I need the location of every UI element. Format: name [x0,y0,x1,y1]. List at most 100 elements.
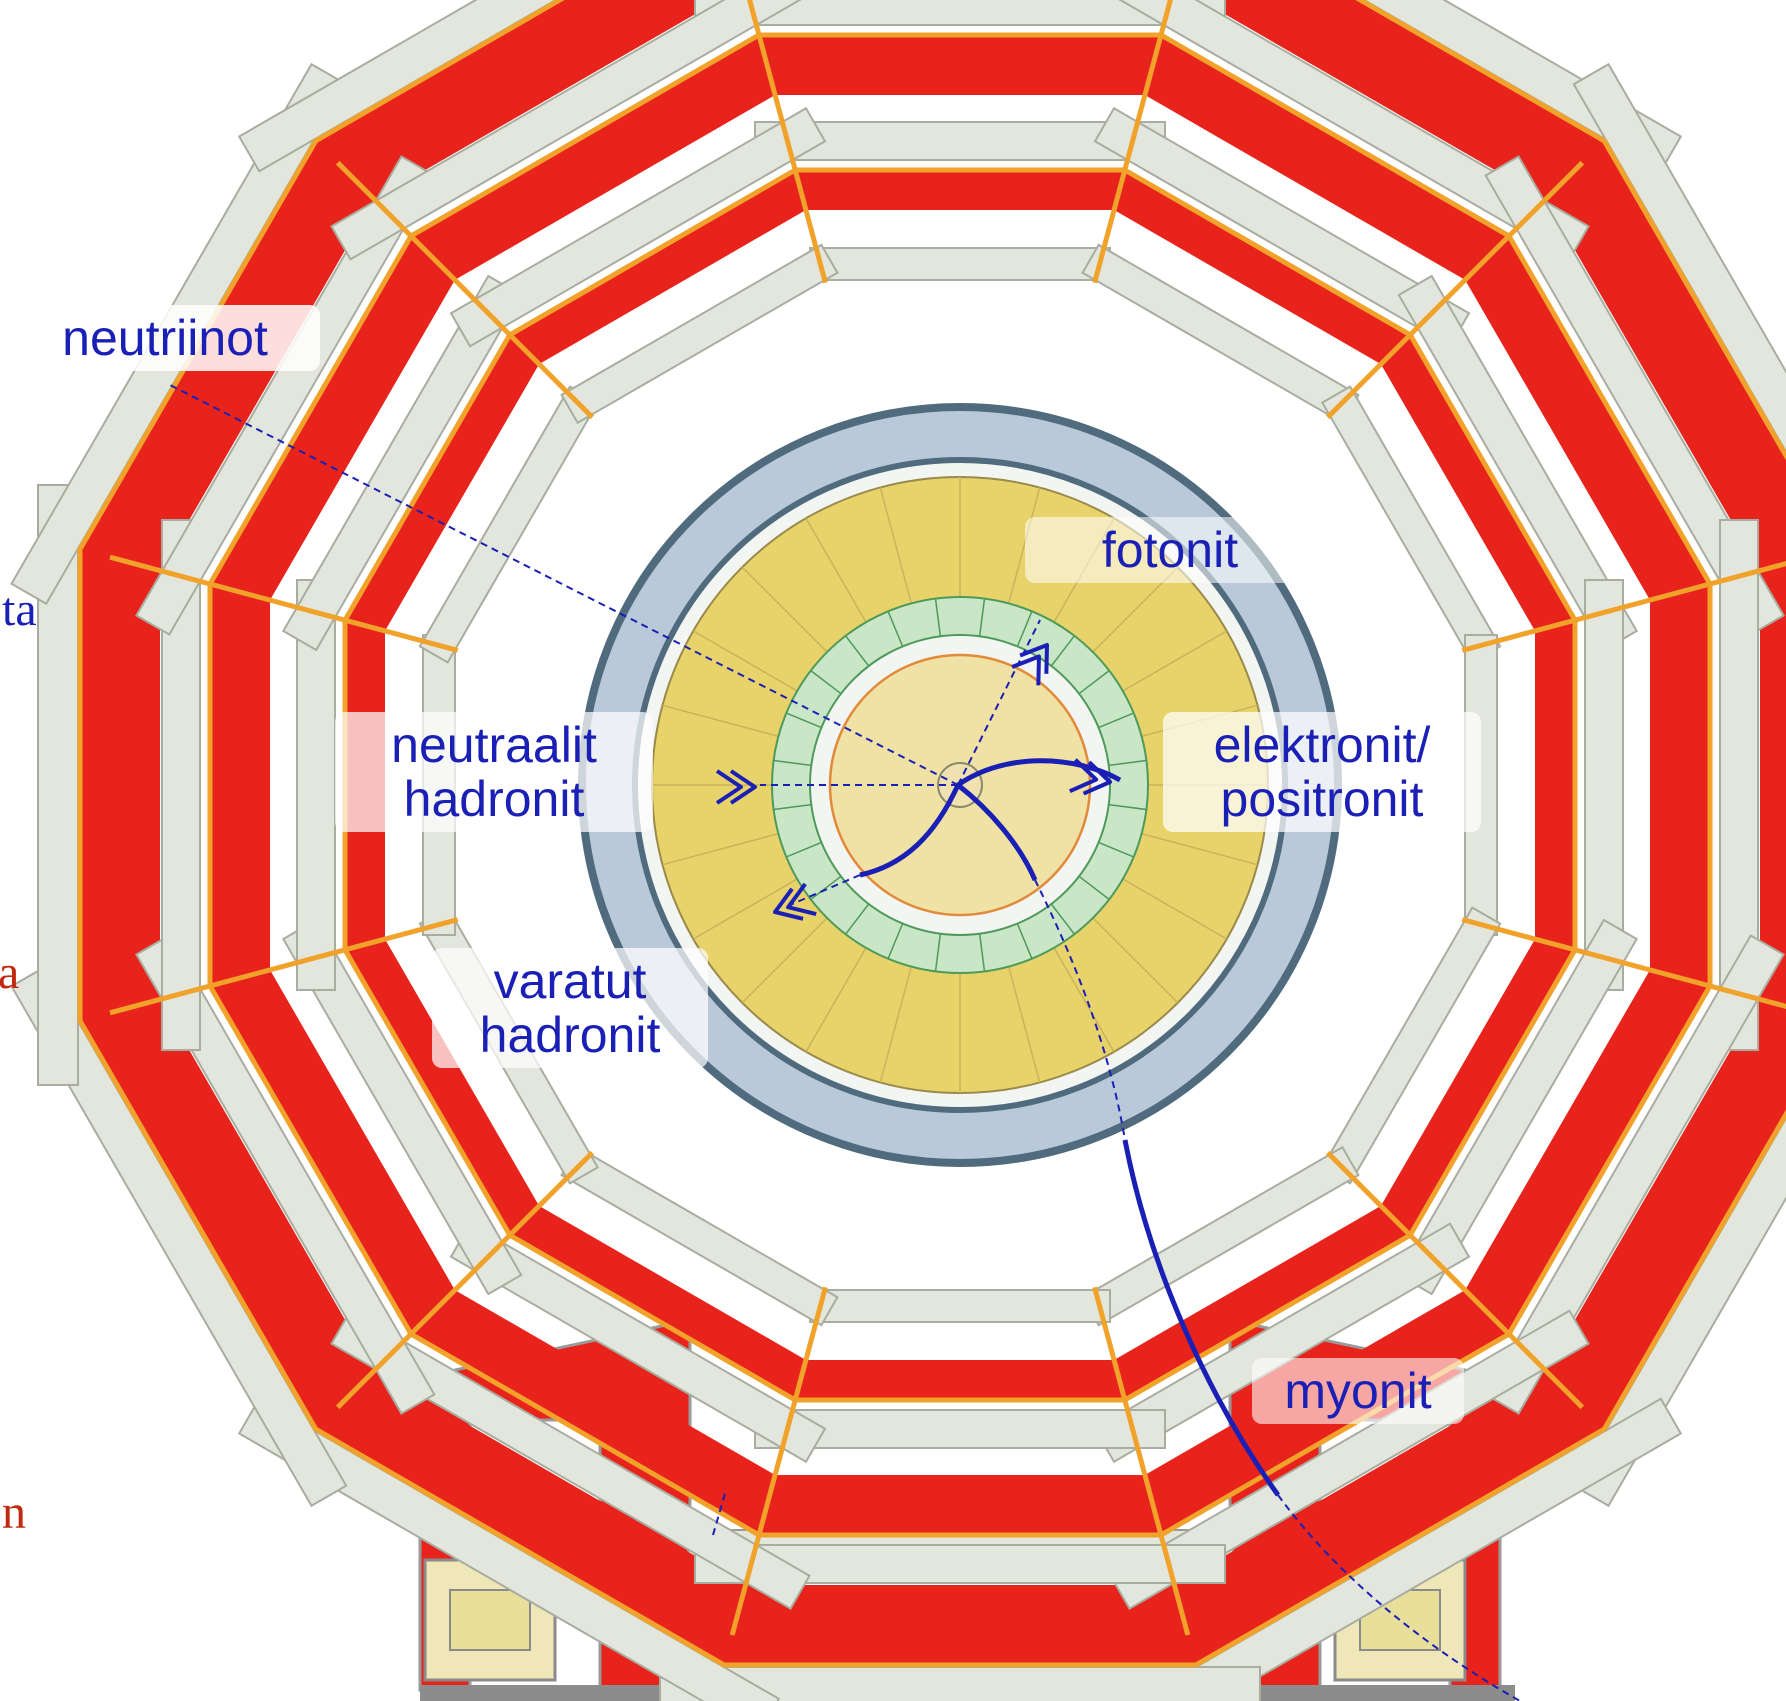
hcal-segment-line-8 [805,944,869,1053]
photons-label-text: fotonit [1101,522,1239,578]
muon-chamber-ring0-3 [1719,519,1759,1051]
ecal-crystal-line-0 [1108,803,1147,811]
ecal-crystal-line-9 [810,875,842,900]
muon-chamber-ring2-5 [1081,1145,1360,1327]
ecal-crystal-line-13 [786,712,822,729]
neutral-hadrons-label-line1: neutraalit [391,717,597,773]
ecal-crystal-line-4 [1016,923,1033,959]
photon-track [957,619,1041,786]
neutral-hadron-chevron [715,769,757,805]
neutrinos-label-text: neutriinot [62,310,268,366]
muon-chamber-ring1-0 [754,121,1166,161]
ecal-crystal-line-14 [810,670,842,695]
support-spoke-9 [109,554,459,653]
muon-chamber-ring0-1 [1118,0,1590,261]
muon-chamber-ring2-7 [560,1145,839,1327]
small-track-stub [712,1489,727,1536]
electrons-positrons-label: elektronit/ positronit [1163,712,1481,832]
ecal-crystal-line-15 [845,635,870,667]
muon-chamber-ring0-10 [135,155,436,636]
muons-label-text: myonit [1284,1363,1432,1419]
ecal-crystal-line-2 [1078,875,1110,900]
support-spoke-8 [109,917,459,1016]
electron-chevron-stroke-b [1068,758,1099,793]
charged-hadron-track [859,783,961,878]
ecal-crystal-line-19 [1016,611,1033,647]
ecal-crystal-line-18 [978,598,986,637]
electron-track [956,758,1122,788]
ecal-crystal-line-23 [1108,759,1147,767]
muon-chamber-ring2-4 [1320,906,1502,1185]
neutral-hadrons-label-line2: hadronit [403,771,585,827]
muon-chamber-ring2-11 [560,243,839,425]
hcal-segment-line-11 [662,832,782,866]
hcal-segment-line-2 [1119,876,1228,940]
charged-hadrons-label: varatut hadronit [432,948,708,1068]
muon-chamber-ring0-11 [330,0,802,261]
muon-chamber-ring1-5 [1093,1222,1471,1464]
ecal-crystal-line-12 [773,759,812,767]
ecal-crystal-line-8 [845,903,870,935]
ecal-crystal-line-17 [934,598,942,637]
charged-hadrons-label-line2: hadronit [479,1007,661,1063]
muons-label: myonit [1252,1358,1464,1424]
neutral-hadrons-label: neutraalit hadronit [335,712,653,832]
muon-chamber-ring1-1 [1093,106,1471,348]
hcal-segment-line-14 [692,630,801,694]
muon-chamber-ring1-6 [754,1409,1166,1449]
right-base-plate [1235,1685,1515,1701]
electrons-label-line2: positronit [1220,771,1424,827]
charged-hadron-chevron-stroke-b [786,882,817,916]
hcal-segment-line-4 [1051,944,1115,1053]
muon-track-solenoid-crossing [1034,879,1126,1141]
support-spoke-11 [747,0,828,284]
clipped-text-a: a [0,946,20,999]
muon-chamber-ring1-3 [1584,579,1624,991]
muon-chamber-ring1-2 [1397,274,1639,652]
ecal-crystal-line-1 [1098,841,1134,858]
muon-chamber-ring2-1 [1081,243,1360,425]
muon-chamber-ring1-4 [1397,918,1639,1296]
ecal-crystal-line-6 [934,933,942,972]
clipped-text-n: n [2,1486,26,1539]
ecal-crystal-line-22 [1098,712,1134,729]
hcal-segment-line-22 [1119,630,1228,694]
hcal-segment-line-13 [662,704,782,738]
muon-chamber-ring0-7 [330,1309,811,1610]
muon-system [10,0,1786,1701]
ecal-crystal-line-7 [887,923,904,959]
hcal-segment-line-3 [1090,915,1179,1004]
outer-muon-chamber-11 [237,0,558,173]
neutrino-track [169,384,959,786]
ecal-crystal-line-20 [1050,635,1075,667]
muon-chamber-ring2-6 [809,1289,1111,1323]
hcal-segment-line-16 [805,517,869,626]
support-spoke-0 [1092,0,1173,284]
muon-chamber-ring2-10 [418,385,600,664]
hcal-segment-line-5 [1007,963,1041,1083]
ecal-crystal-line-11 [773,803,812,811]
muon-track-inner [956,783,1038,881]
charged-hadron-chevron-stroke-a [773,887,804,921]
muon-track-outer [1122,1139,1281,1497]
charged-hadrons-label-line1: varatut [493,953,647,1009]
photons-label: fotonit [1025,517,1315,583]
muon-chamber-ring2-0 [809,247,1111,281]
hcal-segment-line-15 [741,566,830,655]
hcal-segment-line-17 [879,487,913,607]
hcal-segment-line-9 [741,915,830,1004]
support-spoke-3 [1461,917,1786,1009]
support-spoke-10 [335,160,595,420]
muon-chamber-ring1-7 [449,1222,827,1464]
muon-chamber-ring0-4 [1484,934,1785,1415]
neutral-hadron-chevron-stroke-a [729,769,757,805]
charged-hadron-track-extension [789,874,861,906]
muon-track-exit [1277,1494,1521,1701]
muon-chamber-ring1-10 [281,274,523,652]
hcal-segment-line-1 [1138,832,1258,866]
muon-chamber-ring0-6 [694,1544,1226,1584]
charged-hadron-chevron [773,882,817,921]
hcal-segment-line-10 [692,876,801,940]
yoke-outer-rim-0 [77,0,1786,1668]
